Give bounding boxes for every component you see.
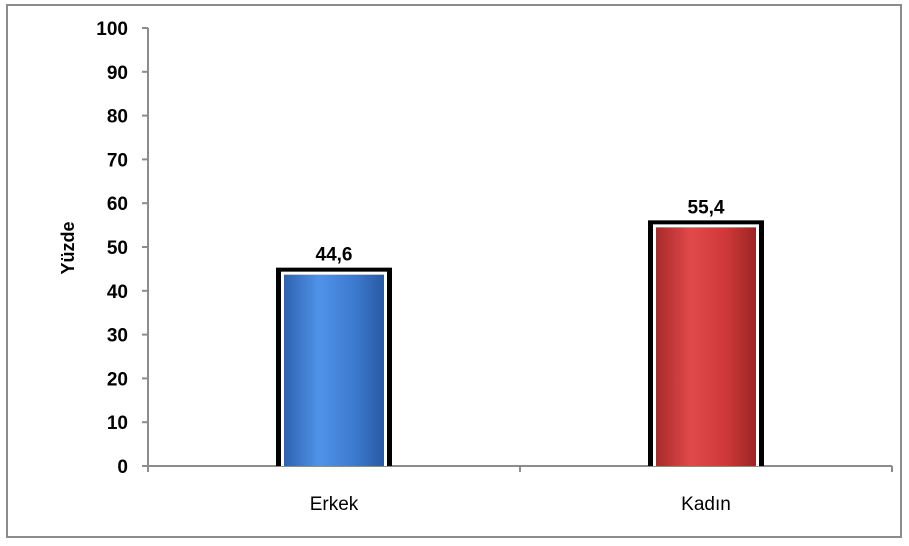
y-tick-label: 30 [107, 326, 128, 347]
y-tick-label: 60 [107, 194, 128, 215]
bar-erkek [284, 274, 384, 466]
y-tick-label: 50 [107, 238, 128, 259]
labels: 44,6 Erkek 55,4 Kadın [310, 197, 731, 515]
bars [276, 220, 764, 466]
y-axis-label: Yüzde [58, 221, 78, 274]
y-tick-label: 80 [107, 107, 128, 128]
y-tick-label: 100 [96, 19, 128, 40]
y-tick-label: 40 [107, 282, 128, 303]
y-tick-label: 70 [107, 150, 128, 171]
y-tick-label: 20 [107, 369, 128, 390]
bar-kadın [656, 227, 756, 466]
data-label: 55,4 [688, 197, 725, 218]
x-tick-label: Kadın [681, 494, 731, 515]
axes: 0 10 20 30 40 50 60 70 80 90 100 [96, 19, 893, 478]
y-tick-label: 90 [107, 63, 128, 84]
y-tick-label: 10 [107, 413, 128, 434]
data-label: 44,6 [316, 245, 353, 266]
y-tick-label: 0 [117, 457, 128, 478]
x-tick-label: Erkek [310, 494, 359, 515]
